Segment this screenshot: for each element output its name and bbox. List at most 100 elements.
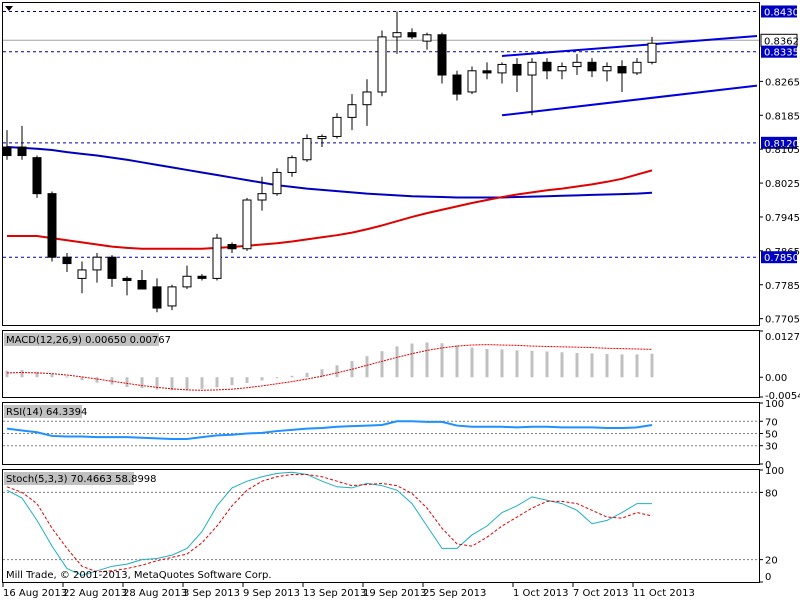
- price-tick-label: 0.8362: [764, 36, 799, 47]
- price-tick-label: 0.7785: [765, 281, 800, 292]
- price-tick-label: 0.7850: [764, 253, 799, 264]
- candle-body: [152, 286, 162, 309]
- macd-label: MACD(12,26,9) 0.00650 0.00767: [6, 335, 171, 346]
- macd-bar: [200, 377, 204, 389]
- candle: [2, 130, 12, 160]
- candle-body: [482, 70, 492, 74]
- candle-body: [332, 116, 342, 137]
- candle: [452, 70, 462, 101]
- price-tick-label: 0.7705: [765, 315, 800, 326]
- channel-upper-line: [501, 35, 758, 57]
- macd-bar: [140, 377, 144, 389]
- price-highlight-box: [761, 45, 797, 58]
- x-tick-label: 19 Sep 2013: [363, 588, 426, 599]
- candle-body: [632, 61, 642, 74]
- rsi-line: [6, 420, 653, 440]
- macd-bar: [95, 377, 99, 383]
- candle-body: [347, 104, 357, 118]
- candle-body: [197, 275, 207, 279]
- macd-bar: [35, 371, 39, 378]
- price-tick-label: 0.8120: [764, 139, 799, 150]
- macd-bar: [425, 342, 429, 378]
- chevron-down-icon[interactable]: [5, 6, 13, 11]
- rsi-label-bg: [4, 405, 82, 418]
- stoch-tick-label: 80: [765, 488, 778, 499]
- candle: [152, 278, 162, 313]
- rsi-label: RSI(14) 64.3394: [6, 407, 87, 418]
- x-tick-label: 16 Aug 2013: [3, 588, 67, 599]
- rsi-tick-label: 0: [765, 460, 771, 471]
- candle: [332, 113, 342, 139]
- price-panel-frame: [2, 2, 760, 326]
- stoch-tick-label: 100: [765, 466, 784, 477]
- candle-body: [452, 74, 462, 95]
- candle: [587, 58, 597, 78]
- channel-lower-line: [501, 84, 758, 117]
- macd-bar: [215, 377, 219, 388]
- macd-panel: 0.01277 0.00 -0.00546: [5, 330, 800, 402]
- candle: [602, 62, 612, 82]
- price-tick-label: 0.8105: [765, 145, 800, 156]
- macd-tick-label: -0.00546: [765, 391, 800, 402]
- macd-bar: [125, 377, 129, 388]
- candle: [422, 32, 432, 50]
- candle: [467, 66, 477, 95]
- macd-bar: [515, 350, 519, 378]
- candle: [407, 28, 417, 40]
- candle: [92, 252, 102, 283]
- macd-bar: [440, 343, 444, 378]
- candle: [287, 155, 297, 177]
- x-tick-label: 28 Aug 2013: [123, 588, 187, 599]
- candle-body: [122, 277, 132, 282]
- candle-body: [587, 61, 597, 72]
- candle-body: [407, 32, 417, 38]
- candle-body: [77, 269, 87, 279]
- macd-bar: [500, 349, 504, 378]
- candle-body: [32, 157, 42, 195]
- macd-bar: [545, 351, 549, 378]
- stoch-label: Stoch(5,3,3) 70.4663 58.8998: [6, 474, 157, 485]
- candle: [362, 79, 372, 126]
- price-tick-label: 0.8265: [765, 77, 800, 88]
- candle: [482, 62, 492, 80]
- macd-bar: [605, 354, 609, 378]
- price-tick-label: 0.7945: [765, 213, 800, 224]
- macd-bar: [5, 370, 9, 378]
- price-tick-label: 0.8025: [765, 179, 800, 190]
- macd-bar: [365, 356, 369, 378]
- candle-body: [422, 34, 432, 42]
- candle: [47, 191, 57, 262]
- macd-bar: [20, 369, 24, 378]
- candle-body: [212, 237, 222, 279]
- candle-body: [17, 146, 27, 157]
- x-tick-label: 25 Sep 2013: [423, 588, 486, 599]
- macd-bar: [590, 353, 594, 378]
- ma-blue-line: [6, 146, 653, 199]
- candle: [647, 36, 657, 65]
- x-tick-label: 22 Aug 2013: [63, 588, 127, 599]
- x-tick-label: 9 Sep 2013: [243, 588, 300, 599]
- macd-bar: [245, 377, 249, 384]
- macd-bar: [275, 377, 279, 379]
- candle-body: [542, 61, 552, 72]
- candle: [62, 252, 72, 273]
- macd-bar: [320, 369, 324, 378]
- candle-body: [167, 286, 177, 307]
- x-tick-label: 7 Oct 2013: [573, 588, 628, 599]
- candle: [242, 197, 252, 251]
- macd-bar: [350, 360, 354, 378]
- candle: [77, 261, 87, 294]
- candle-body: [557, 66, 567, 72]
- candle-body: [137, 280, 147, 290]
- price-highlight-box: [761, 136, 797, 149]
- candle-body: [302, 138, 312, 161]
- macd-bar: [575, 352, 579, 378]
- candle-body: [512, 63, 522, 76]
- candle: [212, 233, 222, 281]
- candle: [392, 11, 402, 54]
- copyright-text: Mill Trade, © 2001-2013, MetaQuotes Soft…: [6, 570, 272, 581]
- candle-body: [572, 61, 582, 68]
